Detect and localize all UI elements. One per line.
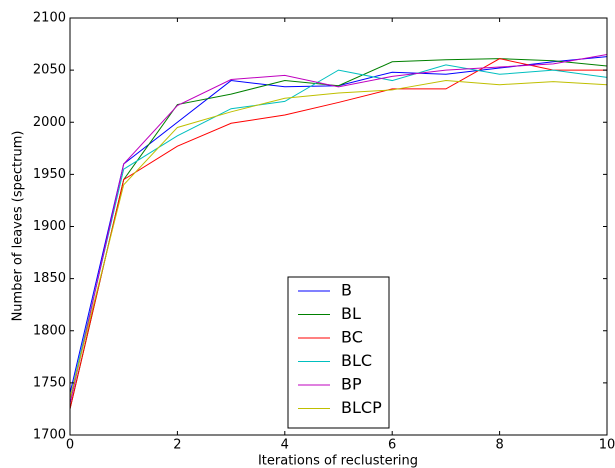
y-axis-label: Number of leaves (spectrum) [11,131,26,322]
y-tick-label: 1850 [33,271,66,286]
x-tick-label: 0 [66,438,74,453]
y-tick-label: 1950 [33,167,66,182]
y-tick-label: 1750 [33,375,66,390]
y-tick-label: 2100 [33,11,66,26]
legend-box [287,276,390,429]
y-tick-label: 2000 [33,115,66,130]
y-tick-label: 2050 [33,63,66,78]
series-line [69,58,607,410]
y-tick-label: 1800 [33,323,66,338]
legend-label: BLCP [341,398,382,417]
series-line [69,58,608,410]
legend-label: BP [341,375,362,394]
series-line [69,53,608,404]
legend-label: BLC [341,351,372,370]
x-tick-label: 10 [599,438,615,453]
y-tick-label: 1900 [33,219,66,234]
legend-label: B [341,281,352,300]
x-tick-label: 6 [388,438,396,453]
x-tick-label: 8 [495,438,503,453]
y-tick-label: 1700 [33,428,66,443]
x-tick-label: 2 [173,438,181,453]
x-axis-label: Iterations of reclustering [258,454,418,468]
legend-label: BC [341,328,363,347]
x-tick-label: 4 [281,438,289,453]
legend-label: BL [341,304,361,323]
series-line [69,80,608,399]
